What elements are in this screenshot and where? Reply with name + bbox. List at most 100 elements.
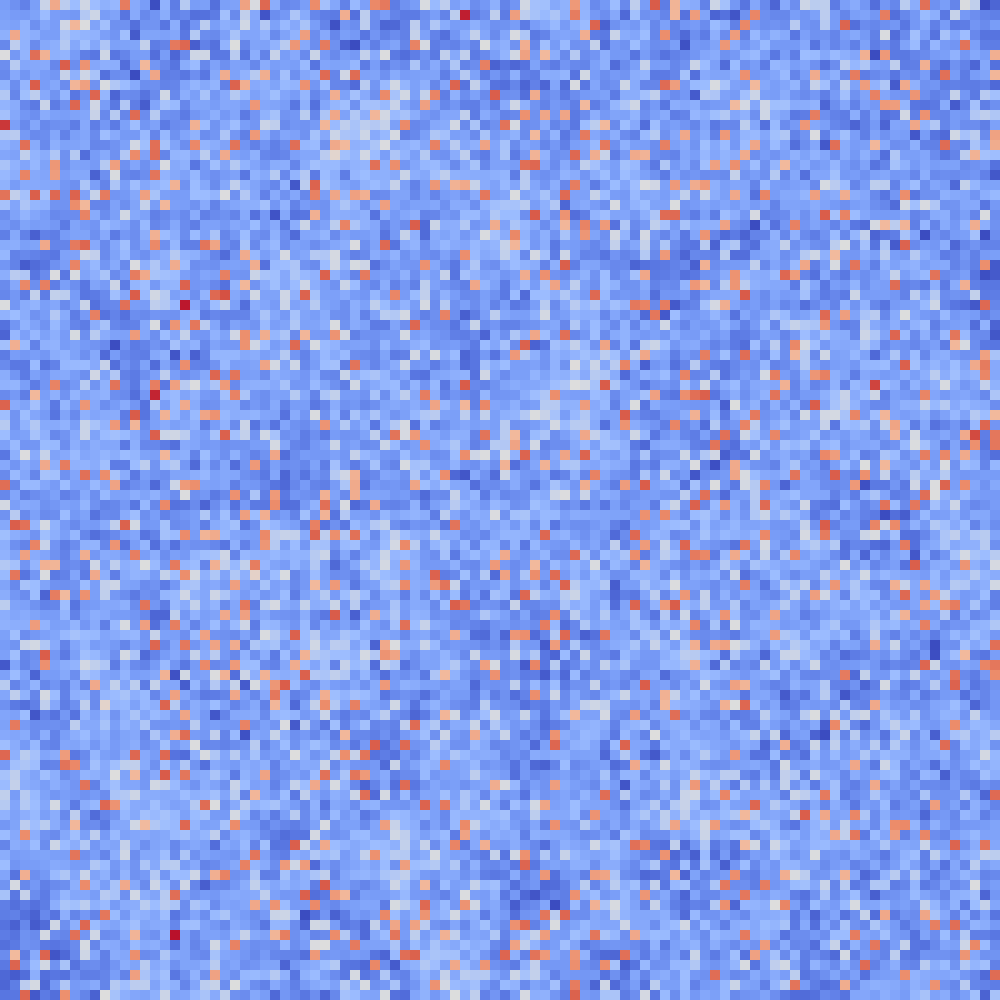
heatmap-cell: [380, 170, 391, 181]
heatmap-cell: [530, 430, 541, 441]
heatmap-cell: [410, 20, 421, 31]
heatmap-cell: [370, 460, 381, 471]
heatmap-cell: [230, 220, 241, 231]
heatmap-cell: [750, 170, 761, 181]
heatmap-cell: [10, 460, 21, 471]
heatmap-cell: [430, 480, 441, 491]
heatmap-cell: [890, 450, 901, 461]
heatmap-cell: [890, 120, 901, 131]
heatmap-cell: [210, 100, 221, 111]
heatmap-cell: [190, 230, 201, 241]
heatmap-cell: [450, 330, 461, 341]
heatmap-cell: [780, 0, 791, 11]
heatmap-cell: [250, 300, 261, 311]
heatmap-cell: [130, 360, 141, 371]
heatmap-cell: [50, 90, 61, 101]
heatmap-cell: [350, 250, 361, 261]
heatmap-cell: [440, 280, 451, 291]
heatmap-cell: [820, 240, 831, 251]
heatmap-cell: [40, 50, 51, 61]
heatmap-cell: [410, 430, 421, 441]
heatmap-cell: [320, 420, 331, 431]
heatmap-cell: [40, 280, 51, 291]
heatmap-cell: [150, 110, 161, 121]
heatmap-cell: [850, 350, 861, 361]
heatmap-cell: [940, 200, 951, 211]
heatmap-cell: [830, 230, 841, 241]
heatmap-cell: [500, 230, 511, 241]
heatmap-cell: [900, 370, 911, 381]
heatmap-cell: [520, 90, 531, 101]
heatmap-cell: [50, 220, 61, 231]
heatmap-cell: [880, 490, 891, 501]
heatmap-cell: [40, 420, 51, 431]
heatmap-cell: [310, 90, 321, 101]
heatmap-cell: [450, 210, 461, 221]
heatmap-cell: [70, 400, 81, 411]
heatmap-cell: [280, 240, 291, 251]
heatmap-cell: [220, 280, 231, 291]
heatmap-cell: [770, 300, 781, 311]
heatmap-cell: [970, 330, 981, 341]
heatmap-cell: [260, 200, 271, 211]
heatmap-cell: [720, 380, 731, 391]
heatmap-cell: [20, 80, 31, 91]
heatmap-cell: [160, 460, 171, 471]
heatmap-cell: [550, 450, 561, 461]
heatmap-cell: [740, 30, 751, 41]
heatmap-cell: [900, 120, 911, 131]
heatmap-cell: [640, 50, 651, 61]
heatmap-cell: [710, 250, 721, 261]
heatmap-cell: [890, 260, 901, 271]
heatmap-cell: [430, 80, 441, 91]
heatmap-cell: [550, 250, 561, 261]
heatmap-cell: [770, 310, 781, 321]
heatmap-cell: [900, 310, 911, 321]
heatmap-cell: [710, 370, 721, 381]
heatmap-cell: [520, 330, 531, 341]
heatmap-cell: [240, 190, 251, 201]
heatmap-cell: [960, 20, 971, 31]
heatmap-cell: [370, 250, 381, 261]
heatmap-cell: [10, 370, 21, 381]
heatmap-cell: [650, 220, 661, 231]
heatmap-cell: [420, 220, 431, 231]
heatmap-cell: [70, 390, 81, 401]
heatmap-cell: [700, 390, 711, 401]
heatmap-cell: [890, 150, 901, 161]
heatmap-cell: [980, 420, 991, 431]
heatmap-cell: [500, 480, 511, 491]
heatmap-cell: [470, 210, 481, 221]
heatmap-cell: [660, 340, 671, 351]
heatmap-cell: [200, 330, 211, 341]
heatmap-cell: [690, 430, 701, 441]
heatmap-cell: [650, 40, 661, 51]
heatmap-cell: [640, 80, 651, 91]
heatmap-cell: [190, 190, 201, 201]
heatmap-cell: [180, 70, 191, 81]
heatmap-cell: [530, 360, 541, 371]
heatmap-cell: [470, 490, 481, 501]
heatmap-cell: [340, 270, 351, 281]
heatmap-cell: [350, 230, 361, 241]
heatmap-cell: [420, 110, 431, 121]
heatmap-cell: [500, 280, 511, 291]
heatmap-cell: [680, 210, 691, 221]
heatmap-cell: [390, 300, 401, 311]
heatmap-cell: [370, 10, 381, 21]
heatmap-cell: [260, 330, 271, 341]
heatmap-cell: [610, 350, 621, 361]
heatmap-cell: [810, 290, 821, 301]
heatmap-cell: [760, 150, 771, 161]
heatmap-cell: [490, 50, 501, 61]
heatmap-cell: [420, 70, 431, 81]
heatmap-cell: [580, 190, 591, 201]
heatmap-cell: [240, 220, 251, 231]
heatmap-cell: [290, 370, 301, 381]
heatmap-cell: [910, 370, 921, 381]
heatmap-cell: [270, 60, 281, 71]
heatmap-cell: [740, 170, 751, 181]
heatmap-cell: [240, 410, 251, 421]
heatmap-cell: [20, 250, 31, 261]
heatmap-cell: [970, 450, 981, 461]
